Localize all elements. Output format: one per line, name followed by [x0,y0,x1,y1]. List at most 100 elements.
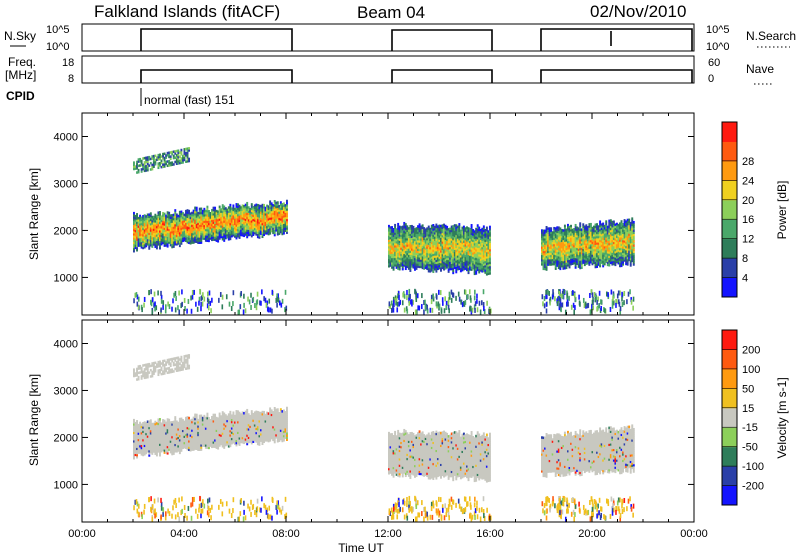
power-cell [617,245,620,248]
power-cell [469,253,472,256]
power-cell [224,236,227,240]
power-cell [417,250,419,254]
power-cell [588,250,591,254]
power-cell [579,264,582,268]
power-cell [450,248,453,252]
colorbar-tick-label: 16 [742,214,754,226]
power-cell [137,235,140,239]
power-cell [266,232,269,235]
velocity-cell [137,430,140,433]
power-cell [464,252,467,256]
power-cell [599,260,602,264]
power-cell [545,240,548,244]
power-cell [582,242,585,245]
power-cell [458,252,461,256]
power-cell [273,214,276,218]
power-cell [256,233,259,237]
power-cell [594,234,597,237]
power-cell [620,243,623,246]
velocity-cell [145,447,148,451]
power-cell [456,229,459,233]
power-cell [438,235,441,238]
power-cell [397,244,400,247]
power-cell [407,227,410,230]
power-cell [275,205,278,209]
power-cell [410,227,413,230]
power-cell [421,237,424,240]
power-cell [162,226,164,230]
power-cell [203,212,206,215]
power-cell [608,228,611,231]
power-cell [197,226,200,230]
power-cell [625,239,628,242]
power-cell [441,266,444,270]
power-cell [200,215,203,219]
power-cell [398,229,401,233]
power-cell [388,254,390,257]
power-cell [207,222,210,226]
velocity-cell [133,425,135,428]
power-cell [620,256,623,259]
power-cell [548,263,551,266]
power-cell [626,246,629,249]
power-cell [435,263,438,267]
power-cell [400,249,403,252]
power-cell [446,249,449,252]
power-cell [401,236,404,239]
power-cell [432,232,435,235]
power-cell [211,238,213,242]
power-cell [433,225,436,229]
power-cell [568,225,571,229]
power-cell [229,237,232,241]
power-cell [481,270,484,273]
power-cell [171,161,174,164]
power-cell [600,305,603,311]
velocity-cell [149,451,152,454]
power-cell [544,254,546,258]
power-cell [610,289,613,295]
power-cell [440,308,443,314]
power-cell [481,267,484,271]
power-cell [588,244,591,247]
power-cell [151,226,154,229]
power-cell [567,223,569,227]
power-cell [181,233,184,236]
power-cell [212,217,215,220]
power-cell [436,250,439,254]
power-cell [402,292,404,298]
power-cell [261,227,264,230]
power-cell [559,240,562,243]
power-cell [157,213,160,217]
power-cell [586,257,589,261]
power-cell [472,264,475,268]
power-cell [225,294,228,300]
power-cell [614,238,617,241]
power-cell [482,240,485,243]
power-cell [453,226,456,229]
power-cell [456,263,459,267]
power-cell [476,251,479,255]
power-cell [145,156,148,160]
power-cell [235,203,238,206]
power-cell [478,228,481,232]
power-cell [279,226,282,230]
power-cell [554,256,557,260]
velocity-cell [134,440,137,444]
power-cell [565,256,568,259]
power-cell [157,232,160,236]
power-cell [485,251,488,255]
power-cell [429,307,432,313]
power-cell [204,224,207,227]
power-cell [286,227,288,230]
power-cell [203,214,206,217]
power-cell [426,237,429,241]
power-cell [409,260,412,264]
power-cell [423,231,426,234]
power-cell [194,210,197,214]
nsky-label: N.Sky [4,29,36,43]
power-cell [224,230,227,233]
velocity-cell [145,424,148,427]
power-cell [589,309,592,315]
power-cell [166,211,169,214]
power-cell [394,236,397,240]
